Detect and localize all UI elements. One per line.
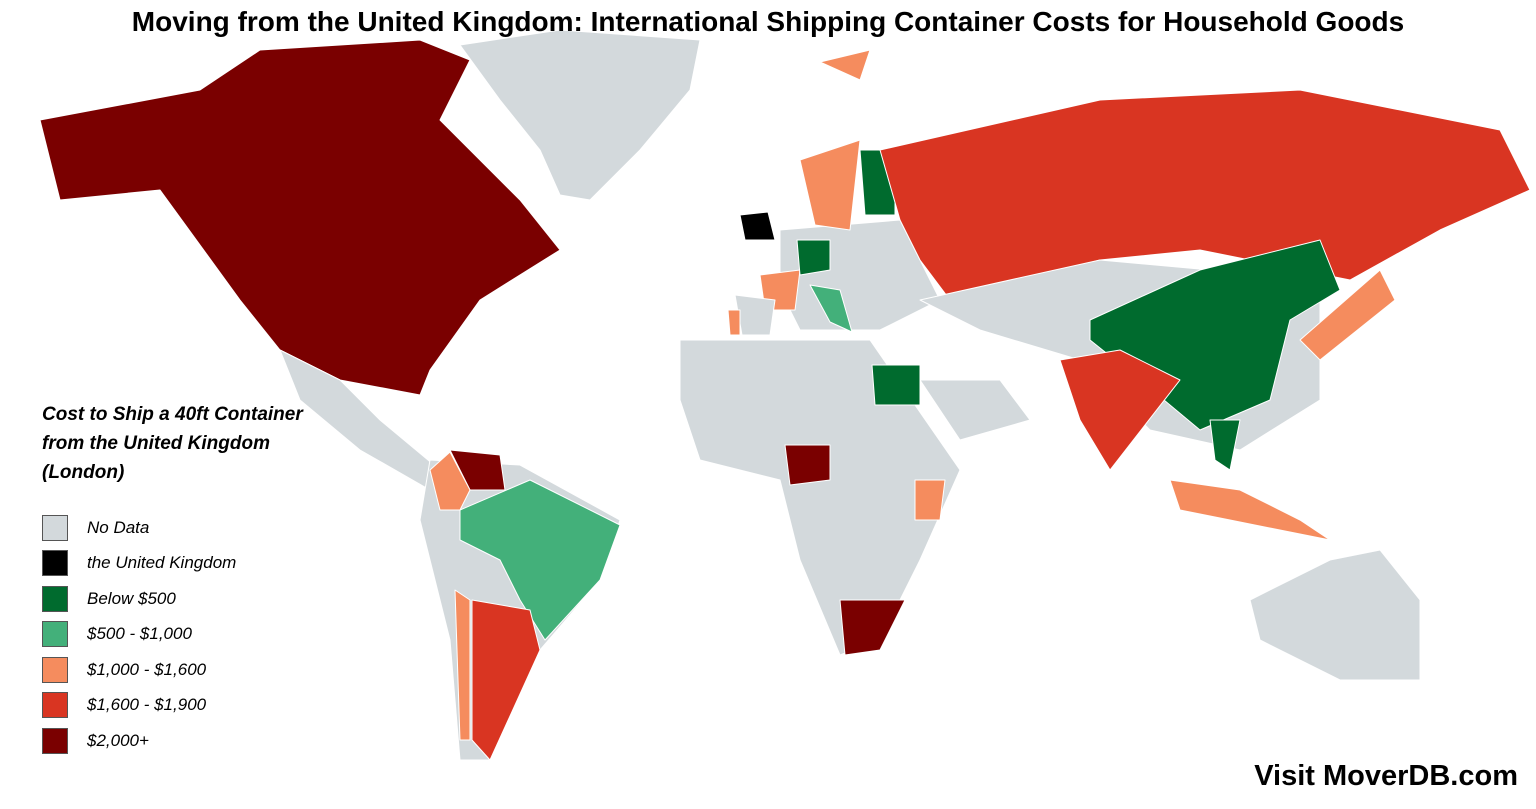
region [39, 39, 561, 396]
region [1299, 269, 1396, 361]
region [914, 479, 946, 521]
legend-swatch [42, 621, 68, 648]
legend-item: $500 - $1,000 [42, 617, 236, 653]
region [919, 379, 1031, 441]
region [679, 339, 961, 656]
region [459, 29, 701, 201]
legend-item: No Data [42, 510, 236, 546]
region [1169, 479, 1331, 541]
legend-label: the United Kingdom [87, 553, 237, 573]
legend-item: $1,000 - $1,600 [42, 652, 236, 688]
region [809, 284, 853, 333]
region [879, 89, 1531, 301]
region [839, 599, 906, 656]
legend-item: $2,000+ [42, 723, 236, 759]
region [1209, 419, 1241, 471]
region [871, 364, 921, 406]
legend-swatch [42, 656, 68, 683]
legend-label: $1,000 - $1,600 [87, 659, 207, 679]
legend: No Data the United Kingdom Below $500 $500 … [42, 510, 236, 759]
legend-title: Cost to Ship a 40ft Container from the U… [42, 404, 303, 483]
region [1059, 349, 1181, 471]
legend-label: Below $500 [87, 588, 176, 608]
region [739, 211, 776, 241]
legend-label: $1,600 - $1,900 [87, 695, 207, 715]
region [471, 599, 541, 761]
legend-swatch [42, 514, 68, 541]
map-title: Moving from the United Kingdom: Internat… [131, 6, 1405, 37]
legend-item: $1,600 - $1,900 [42, 688, 236, 724]
region [429, 451, 471, 511]
legend-swatch [42, 550, 68, 577]
region [454, 589, 471, 741]
region [819, 49, 871, 81]
legend-swatch [42, 585, 68, 612]
region [1249, 549, 1421, 681]
footer: Visit MoverDB.com [1254, 760, 1518, 792]
legend-swatch [42, 692, 68, 719]
region [796, 239, 831, 276]
region [784, 444, 831, 486]
legend-item: the United Kingdom [42, 546, 236, 582]
region [459, 479, 621, 641]
legend-swatch [42, 727, 68, 754]
legend-label: $500 - $1,000 [87, 624, 192, 644]
region [799, 139, 861, 231]
legend-label: No Data [87, 517, 150, 537]
region [727, 309, 741, 336]
legend-item: Below $500 [42, 581, 236, 617]
legend-label: $2,000+ [87, 730, 149, 750]
region [734, 294, 776, 336]
